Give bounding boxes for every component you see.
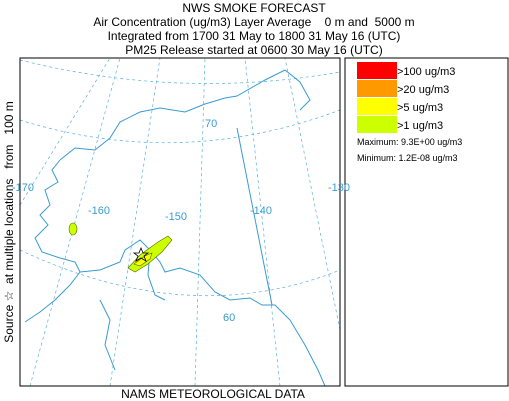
legend-stat: Maximum: 9.3E+00 ug/m3 bbox=[357, 137, 462, 147]
legend-frame bbox=[344, 57, 509, 387]
legend-swatch bbox=[357, 80, 397, 97]
smoke bbox=[68, 222, 173, 273]
title: NWS SMOKE FORECAST bbox=[182, 1, 326, 15]
legend-swatch bbox=[357, 98, 397, 115]
subtitle: PM25 Release started at 0600 30 May 16 (… bbox=[125, 43, 382, 57]
map-frame bbox=[19, 57, 341, 387]
subtitle: Integrated from 1700 31 May to 1800 31 M… bbox=[108, 29, 401, 43]
graticule bbox=[20, 58, 340, 386]
border bbox=[236, 127, 273, 306]
side-label: Source ☆ at multiple locations from 100 … bbox=[2, 101, 16, 343]
map bbox=[19, 57, 341, 387]
legend-stat: Minimum: 1.2E-08 ug/m3 bbox=[357, 153, 458, 163]
map-label: -150 bbox=[165, 211, 187, 223]
source-star bbox=[132, 246, 150, 262]
map-label: -160 bbox=[88, 205, 110, 217]
subtitle: Air Concentration (ug/m3) Layer Average … bbox=[93, 15, 414, 29]
legend-swatch bbox=[357, 116, 397, 133]
map-label: -170 bbox=[12, 182, 34, 194]
legend-label: >20 ug/m3 bbox=[397, 84, 449, 96]
map-label: -140 bbox=[250, 205, 272, 217]
map-label: 60 bbox=[223, 312, 235, 324]
legend-label: >5 ug/m3 bbox=[397, 102, 443, 114]
map-label: -130 bbox=[328, 182, 350, 194]
legend-swatch bbox=[357, 62, 397, 79]
map-label: 70 bbox=[205, 118, 217, 130]
footer: NAMS METEOROLOGICAL DATA bbox=[121, 387, 305, 401]
legend-label: >1 ug/m3 bbox=[397, 120, 443, 132]
legend-label: >100 ug/m3 bbox=[397, 66, 455, 78]
